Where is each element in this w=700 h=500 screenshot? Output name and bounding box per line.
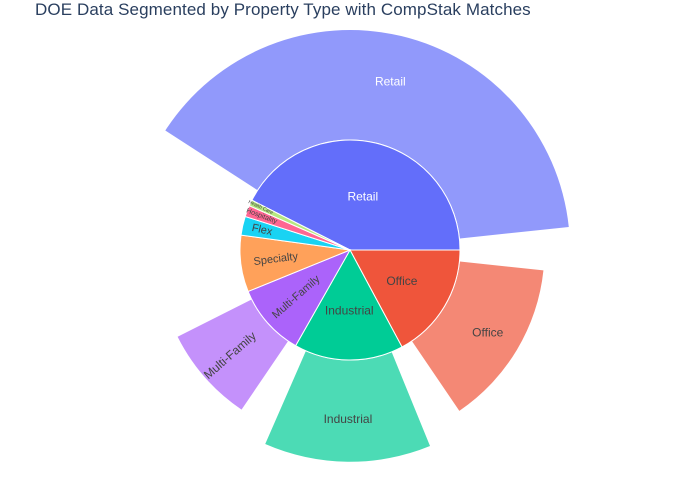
inner-slice-health-care[interactable] [248, 199, 351, 251]
outer-wedge-industrial[interactable] [265, 351, 431, 462]
outer-wedge-office[interactable] [412, 261, 544, 411]
inner-label-specialty: Specialty [253, 251, 299, 269]
inner-pie-layer [239, 139, 461, 361]
inner-slice-office[interactable] [349, 249, 461, 348]
outer-label-retail: Retail [375, 75, 406, 89]
inner-slice-multi-family[interactable] [247, 248, 352, 347]
outer-wedge-multi-family[interactable] [177, 299, 288, 410]
outer-wedges-layer [165, 30, 569, 462]
outer-label-office: Office [472, 325, 503, 339]
outer-label-industrial: Industrial [324, 412, 373, 426]
inner-slice-industrial[interactable] [294, 248, 403, 361]
inner-label-office: Office [386, 274, 417, 288]
outer-wedge-retail[interactable] [165, 30, 569, 239]
chart-title: DOE Data Segmented by Property Type with… [35, 0, 531, 19]
inner-slice-retail[interactable] [251, 139, 461, 251]
inner-label-retail: Retail [347, 190, 378, 204]
inner-label-industrial: Industrial [325, 303, 374, 317]
inner-label-flex: Flex [251, 222, 274, 238]
